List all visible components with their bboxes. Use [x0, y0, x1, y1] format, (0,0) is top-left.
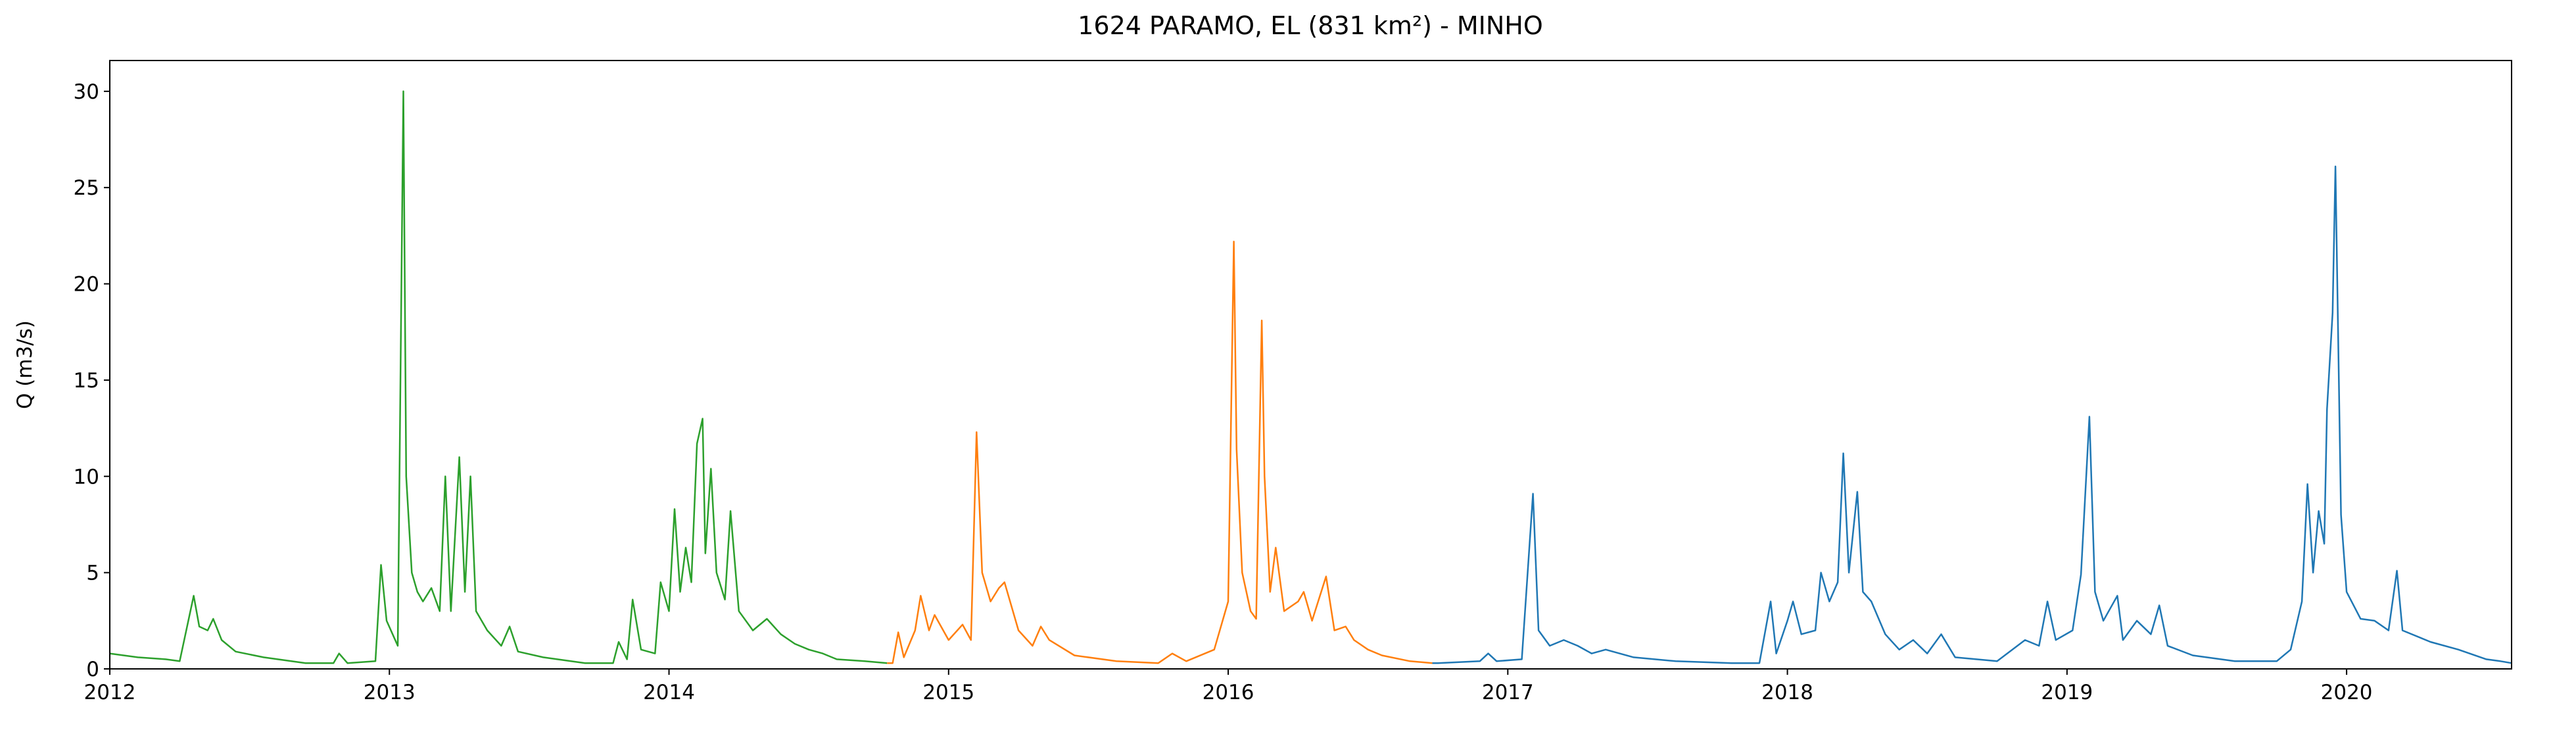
data-line: [1432, 165, 2512, 664]
x-tick-label: 2018: [1761, 681, 1813, 704]
x-tick-label: 2020: [2321, 681, 2373, 704]
y-tick-label: 5: [86, 562, 99, 585]
y-tick-label: 25: [74, 176, 99, 200]
data-line: [887, 240, 1433, 664]
y-tick-label: 20: [74, 273, 99, 297]
x-tick-label: 2013: [364, 681, 416, 704]
x-tick-label: 2015: [922, 681, 974, 704]
x-tick-label: 2012: [84, 681, 136, 704]
y-tick-label: 0: [86, 658, 99, 681]
chart-title: 1624 PARAMO, EL (831 km²) - MINHO: [1078, 11, 1543, 40]
y-tick-label: 30: [74, 80, 99, 104]
y-tick-label: 10: [74, 465, 99, 489]
data-line: [109, 90, 888, 664]
x-tick-label: 2019: [2041, 681, 2093, 704]
y-tick-label: 15: [74, 369, 99, 393]
x-tick-label: 2014: [643, 681, 695, 704]
plot-frame: [109, 60, 2512, 670]
y-axis-label: Q (m3/s): [13, 320, 37, 409]
x-tick-label: 2017: [1482, 681, 1534, 704]
x-tick-label: 2016: [1203, 681, 1254, 704]
